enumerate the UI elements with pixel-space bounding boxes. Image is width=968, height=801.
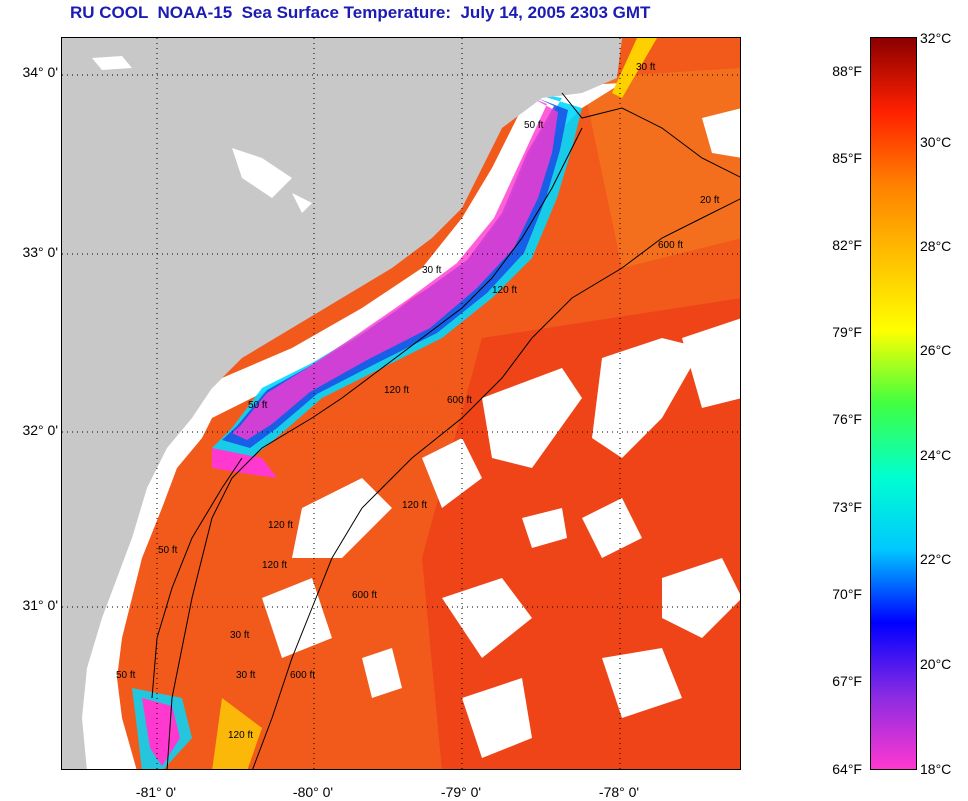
- cloud-patch: [702, 108, 740, 158]
- contour-label: 120 ft: [268, 520, 293, 531]
- lon-label: -78° 0': [598, 784, 640, 800]
- contour-label: 50 ft: [524, 120, 544, 131]
- cool-upwelling-fringe: [212, 93, 582, 458]
- cloud-patch: [662, 558, 740, 638]
- cloud-patch: [582, 498, 642, 558]
- southern-warm-fringe: [212, 698, 262, 769]
- colorbar-c-label: 28°C: [920, 238, 952, 254]
- colorbar-f-label: 88°F: [832, 63, 862, 79]
- graticule: [62, 38, 740, 769]
- cloud-patch: [362, 648, 402, 698]
- cloud-patch: [422, 438, 482, 508]
- contour-label: 50 ft: [116, 670, 136, 681]
- contour-label: 120 ft: [384, 385, 409, 396]
- colorbar-c-label: 30°C: [920, 134, 952, 150]
- cloud-patch: [482, 368, 582, 468]
- colorbar-c-label: 32°C: [920, 30, 952, 46]
- contour-label: 30 ft: [636, 62, 656, 73]
- lat-label: 31° 0': [22, 597, 58, 613]
- coldest-upwelling: [232, 98, 558, 440]
- cloud-patch: [522, 508, 567, 548]
- colorbar-f-label: 67°F: [832, 673, 862, 689]
- depth-contour-line: [561, 92, 740, 178]
- lon-label: -79° 0': [440, 784, 482, 800]
- temperature-colorbar: [870, 37, 917, 770]
- colorbar-c-label: 18°C: [920, 761, 952, 777]
- northeast-warm-area: [582, 68, 740, 268]
- map-title: RU COOL NOAA-15 Sea Surface Temperature:…: [70, 3, 651, 22]
- inland-lake: [92, 56, 132, 70]
- contour-label: 30 ft: [422, 265, 442, 276]
- contour-label: 600 ft: [658, 240, 683, 251]
- land-mass: [62, 38, 622, 769]
- cloud-patch: [442, 578, 532, 658]
- lon-label: -81° 0': [135, 784, 177, 800]
- lon-label: -80° 0': [292, 784, 334, 800]
- colorbar-c-label: 24°C: [920, 447, 952, 463]
- colorbar-c-label: 26°C: [920, 342, 952, 358]
- contour-label: 120 ft: [262, 560, 287, 571]
- contour-label: 120 ft: [228, 730, 253, 741]
- colorbar-f-label: 73°F: [832, 499, 862, 515]
- contour-label: 50 ft: [158, 545, 178, 556]
- colorbar-c-label: 22°C: [920, 551, 952, 567]
- depth-contour-line: [166, 417, 313, 769]
- contour-label: 600 ft: [290, 670, 315, 681]
- continental-shelf: [62, 83, 622, 769]
- colorbar-f-label: 82°F: [832, 237, 862, 253]
- contour-label: 50 ft: [248, 400, 268, 411]
- contour-label: 20 ft: [700, 195, 720, 206]
- contour-label: 120 ft: [402, 500, 427, 511]
- lat-label: 33° 0': [22, 244, 58, 260]
- inland-lake: [292, 193, 312, 213]
- colorbar-f-label: 79°F: [832, 324, 862, 340]
- contour-label: 600 ft: [352, 590, 377, 601]
- contour-label: 120 ft: [492, 285, 517, 296]
- sst-map: 30 ft 50 ft 120 ft 600 ft 30 ft 50 ft 12…: [61, 37, 741, 770]
- depth-contour-line: [252, 198, 740, 769]
- contour-labels: 30 ft 50 ft 120 ft 600 ft 30 ft 50 ft 12…: [116, 62, 720, 741]
- cloud-patch: [602, 648, 682, 718]
- depth-contour-line: [151, 457, 243, 699]
- south-cold-patch: [212, 448, 277, 478]
- cloud-patch: [292, 478, 392, 558]
- colorbar-f-label: 85°F: [832, 150, 862, 166]
- depth-contours: [151, 92, 740, 769]
- lat-label: 34° 0': [22, 64, 58, 80]
- contour-label: 30 ft: [236, 670, 256, 681]
- colorbar-f-label: 70°F: [832, 586, 862, 602]
- colorbar-f-label: 64°F: [832, 761, 862, 777]
- colorbar-f-label: 76°F: [832, 411, 862, 427]
- inland-lake: [232, 148, 292, 198]
- cloud-patch: [682, 318, 740, 408]
- colorbar-c-label: 20°C: [920, 656, 952, 672]
- contour-label: 600 ft: [447, 395, 472, 406]
- northeast-warm-strip: [612, 38, 657, 98]
- contour-label: 30 ft: [230, 630, 250, 641]
- lat-label: 32° 0': [22, 422, 58, 438]
- cloud-patch: [462, 678, 532, 758]
- sst-map-svg: 30 ft 50 ft 120 ft 600 ft 30 ft 50 ft 12…: [62, 38, 740, 769]
- depth-contour-line: [311, 127, 583, 419]
